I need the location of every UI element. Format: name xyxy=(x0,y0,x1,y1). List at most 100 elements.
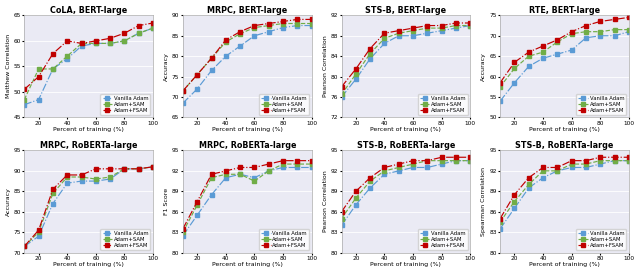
Vanilla Adam xyxy=(424,166,431,169)
Adam+SAM xyxy=(179,89,187,93)
Title: STS-B, RoBERTa-large: STS-B, RoBERTa-large xyxy=(515,141,614,150)
Vanilla Adam xyxy=(20,103,28,106)
Adam+FSAM xyxy=(135,167,143,170)
Adam+SAM xyxy=(352,197,360,200)
Y-axis label: Accuracy: Accuracy xyxy=(481,52,486,81)
Adam+SAM xyxy=(20,98,28,101)
Vanilla Adam xyxy=(395,169,403,173)
Vanilla Adam xyxy=(596,162,604,166)
Adam+SAM xyxy=(596,159,604,162)
Line: Adam+SAM: Adam+SAM xyxy=(23,26,155,101)
Adam+FSAM xyxy=(294,159,301,162)
Vanilla Adam xyxy=(582,166,590,169)
Adam+SAM xyxy=(438,159,445,162)
Vanilla Adam xyxy=(625,30,633,33)
Vanilla Adam xyxy=(308,166,316,169)
Vanilla Adam xyxy=(279,26,287,29)
Adam+SAM xyxy=(511,67,518,70)
Adam+SAM xyxy=(279,22,287,25)
Line: Vanilla Adam: Vanilla Adam xyxy=(340,24,472,99)
Adam+FSAM xyxy=(279,159,287,162)
Adam+SAM xyxy=(236,32,244,35)
Line: Adam+SAM: Adam+SAM xyxy=(499,159,630,224)
Vanilla Adam xyxy=(525,186,532,189)
Y-axis label: Pearson Correlation: Pearson Correlation xyxy=(323,35,328,97)
Y-axis label: Accuracy: Accuracy xyxy=(6,187,10,216)
Vanilla Adam xyxy=(279,166,287,169)
Adam+FSAM xyxy=(525,51,532,54)
Adam+FSAM xyxy=(308,18,316,21)
Legend: Vanilla Adam, Adam+SAM, Adam+FSAM: Vanilla Adam, Adam+SAM, Adam+FSAM xyxy=(100,94,150,115)
Title: MRPC, RoBERTa-large: MRPC, RoBERTa-large xyxy=(198,141,296,150)
Vanilla Adam xyxy=(338,224,346,227)
Adam+FSAM xyxy=(106,167,114,170)
Adam+FSAM xyxy=(338,210,346,213)
Vanilla Adam xyxy=(452,26,460,30)
Adam+FSAM xyxy=(381,32,388,35)
Vanilla Adam xyxy=(467,24,474,27)
Adam+FSAM xyxy=(20,88,28,91)
Adam+FSAM xyxy=(596,20,604,23)
Vanilla Adam xyxy=(149,26,157,30)
Adam+SAM xyxy=(496,85,504,88)
Adam+SAM xyxy=(265,169,273,173)
Adam+FSAM xyxy=(395,29,403,32)
Vanilla Adam xyxy=(265,30,273,33)
Line: Adam+SAM: Adam+SAM xyxy=(340,159,472,220)
Adam+SAM xyxy=(554,169,561,173)
Adam+SAM xyxy=(596,30,604,33)
Adam+FSAM xyxy=(35,229,42,232)
Vanilla Adam xyxy=(625,159,633,162)
Vanilla Adam xyxy=(35,235,42,238)
Adam+FSAM xyxy=(251,166,259,169)
Adam+FSAM xyxy=(208,57,216,60)
Adam+SAM xyxy=(452,159,460,162)
Adam+FSAM xyxy=(20,245,28,248)
Adam+SAM xyxy=(35,67,42,71)
Adam+SAM xyxy=(381,169,388,173)
Vanilla Adam xyxy=(395,34,403,37)
X-axis label: Percent of training (%): Percent of training (%) xyxy=(529,127,600,132)
Vanilla Adam xyxy=(265,169,273,173)
Adam+SAM xyxy=(568,162,575,166)
Legend: Vanilla Adam, Adam+SAM, Adam+FSAM: Vanilla Adam, Adam+SAM, Adam+FSAM xyxy=(100,229,150,250)
Adam+FSAM xyxy=(338,85,346,88)
Title: STS-B, BERT-large: STS-B, BERT-large xyxy=(365,5,447,14)
Adam+SAM xyxy=(424,26,431,30)
Line: Adam+SAM: Adam+SAM xyxy=(499,28,630,88)
Adam+SAM xyxy=(106,42,114,45)
Adam+SAM xyxy=(149,26,157,30)
Vanilla Adam xyxy=(366,57,374,60)
Legend: Vanilla Adam, Adam+SAM, Adam+FSAM: Vanilla Adam, Adam+SAM, Adam+FSAM xyxy=(576,94,627,115)
Vanilla Adam xyxy=(208,193,216,196)
Line: Adam+SAM: Adam+SAM xyxy=(181,162,313,234)
Adam+SAM xyxy=(352,72,360,76)
Adam+FSAM xyxy=(611,18,618,21)
Vanilla Adam xyxy=(222,176,230,179)
Adam+FSAM xyxy=(409,159,417,162)
Adam+SAM xyxy=(308,162,316,166)
Adam+SAM xyxy=(92,177,100,181)
Vanilla Adam xyxy=(135,167,143,170)
Vanilla Adam xyxy=(611,34,618,37)
Vanilla Adam xyxy=(77,179,85,183)
Vanilla Adam xyxy=(611,159,618,162)
Adam+SAM xyxy=(582,162,590,166)
Adam+FSAM xyxy=(179,89,187,93)
Vanilla Adam xyxy=(149,165,157,168)
Adam+FSAM xyxy=(611,156,618,159)
X-axis label: Percent of training (%): Percent of training (%) xyxy=(53,127,124,132)
Adam+SAM xyxy=(467,24,474,27)
Vanilla Adam xyxy=(381,173,388,176)
Adam+FSAM xyxy=(193,200,201,203)
Adam+SAM xyxy=(294,22,301,25)
Adam+SAM xyxy=(193,73,201,76)
Adam+FSAM xyxy=(625,156,633,159)
Adam+FSAM xyxy=(452,21,460,25)
Adam+FSAM xyxy=(251,24,259,27)
Adam+FSAM xyxy=(222,38,230,41)
Adam+SAM xyxy=(625,28,633,31)
Vanilla Adam xyxy=(251,176,259,179)
Vanilla Adam xyxy=(294,166,301,169)
X-axis label: Percent of training (%): Percent of training (%) xyxy=(212,127,283,132)
